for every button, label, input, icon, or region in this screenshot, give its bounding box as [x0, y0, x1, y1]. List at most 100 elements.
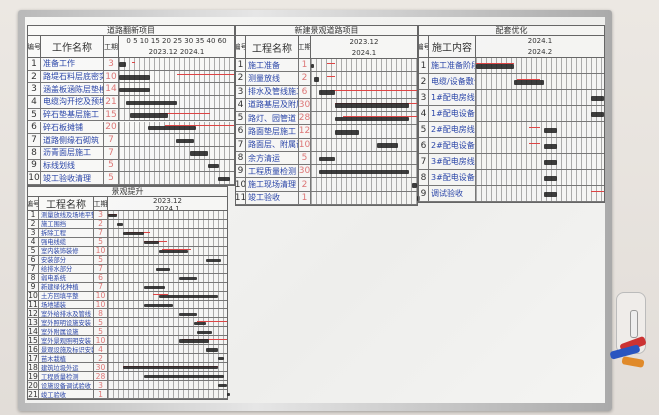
timeline-grid — [108, 300, 227, 309]
progress-bar — [158, 294, 219, 298]
task-name: 景观设施及标识安装 — [41, 345, 94, 354]
timeline-label: 2023.12 — [349, 37, 379, 46]
task-name: 2#配电房线缆敷设 — [429, 122, 476, 137]
task-name: 工程质量检测 — [39, 372, 94, 381]
timeline-grid — [119, 70, 234, 83]
table-row: 41#配电设备安装 — [419, 106, 604, 122]
timeline-grid — [108, 255, 227, 264]
progress-bar — [377, 143, 399, 148]
task-duration: 10 — [104, 70, 119, 83]
planned-line — [326, 76, 335, 78]
row-index: 4 — [419, 106, 429, 121]
task-duration: 2 — [299, 178, 311, 191]
timeline-grid — [108, 219, 227, 228]
row-index: 5 — [419, 122, 429, 137]
task-duration: 12 — [299, 125, 311, 138]
task-duration: 30 — [299, 165, 311, 178]
table-row: 1 准备工作 3 — [28, 58, 234, 71]
timeline-grid — [108, 336, 227, 345]
row-index: 15 — [28, 336, 39, 345]
task-duration: 1 — [299, 59, 311, 72]
progress-bar — [334, 116, 410, 122]
timeline-grid — [119, 146, 234, 159]
header-index: 编号 — [236, 36, 246, 58]
progress-bar — [206, 348, 219, 352]
row-index: 5 — [28, 246, 39, 255]
task-name: 设施设备调试验收 — [39, 381, 94, 390]
task-name: 1#配电设备安装 — [429, 106, 476, 121]
task-duration: 7 — [94, 264, 108, 273]
progress-bar — [148, 125, 196, 131]
progress-bar — [179, 339, 210, 343]
timeline-grid — [108, 273, 227, 282]
table-row: 10 土方回填平整 10 — [28, 291, 227, 301]
table-row: 6 安装部分 5 — [28, 255, 227, 265]
row-index: 9 — [28, 159, 41, 172]
progress-bar — [334, 103, 410, 109]
timeline-grid — [108, 381, 227, 390]
row-index: 6 — [236, 125, 246, 138]
timeline-grid — [311, 151, 417, 165]
table-row: 4 强电线缆 5 — [28, 237, 227, 247]
progress-bar — [311, 63, 314, 69]
progress-bar — [122, 366, 219, 370]
progress-bar — [206, 258, 222, 262]
planned-line — [131, 61, 136, 63]
header-timeline: 2024.1 2024.2 — [476, 36, 604, 57]
task-duration: 10 — [94, 336, 108, 345]
row-index: 10 — [236, 178, 246, 191]
timeline-grid — [476, 186, 604, 201]
progress-bar — [119, 87, 151, 93]
task-name: 涵盖板涵陈层垫模 — [43, 83, 104, 96]
timeline-grid — [108, 318, 227, 327]
planned-line — [476, 62, 515, 64]
timeline-grid — [476, 138, 604, 153]
table-row: 7 道路侧缘石砌筑 7 — [28, 134, 234, 147]
header-index: 编号 — [419, 36, 429, 57]
task-name: 测量放线 — [246, 72, 299, 85]
row-index: 8 — [236, 151, 246, 165]
planned-line — [529, 126, 540, 128]
marker-white — [630, 310, 638, 338]
task-name: 电缆/设备敷设 — [429, 74, 476, 89]
progress-bar — [158, 249, 189, 254]
timeline-grid — [476, 122, 604, 137]
row-index: 9 — [419, 186, 429, 201]
task-duration: 3 — [94, 381, 108, 390]
task-name: 排水及管线施工 — [248, 85, 299, 98]
task-name: 强电线缆 — [39, 237, 94, 246]
row-index: 3 — [28, 83, 41, 96]
timeline-grid — [119, 172, 234, 184]
progress-bar — [217, 176, 231, 182]
table-row: 3 排水及管线施工 6 — [236, 85, 417, 99]
task-name: 土方回填平整 — [39, 291, 94, 300]
progress-bar — [318, 156, 335, 162]
table-title: 配套优化 — [419, 26, 604, 36]
progress-bar — [116, 223, 123, 227]
timeline-grid — [119, 134, 234, 146]
row-index: 1 — [28, 211, 39, 219]
table-row: 5 路灯、园管道 28 — [236, 112, 417, 126]
table-row: 62#配电设备安装 — [419, 138, 604, 154]
table-row: 11竣工验收1 — [236, 191, 420, 205]
task-duration: 5 — [104, 159, 119, 172]
table-row: 9 工程质量检测 30 — [236, 165, 417, 179]
progress-bar — [591, 111, 604, 118]
row-index: 14 — [28, 327, 39, 336]
row-index: 9 — [236, 165, 246, 178]
timeline-grid — [476, 170, 604, 185]
row-index: 6 — [28, 255, 39, 264]
task-name: 道路基层及附属工程 — [246, 98, 299, 112]
row-index: 6 — [28, 121, 41, 134]
timeline-label: 2024.1 — [155, 205, 180, 210]
progress-bar — [218, 384, 227, 388]
row-index: 10 — [28, 291, 39, 300]
planned-line — [591, 190, 604, 192]
timeline-grid — [311, 165, 417, 178]
timeline-grid — [108, 390, 230, 398]
task-name: 工程质量检测 — [246, 165, 299, 178]
row-index: 3 — [236, 85, 246, 98]
task-duration: 3 — [104, 58, 119, 70]
table-row: 6 路面垫层施工 12 — [236, 125, 417, 139]
task-name: 路灯、园管道 — [246, 112, 299, 125]
